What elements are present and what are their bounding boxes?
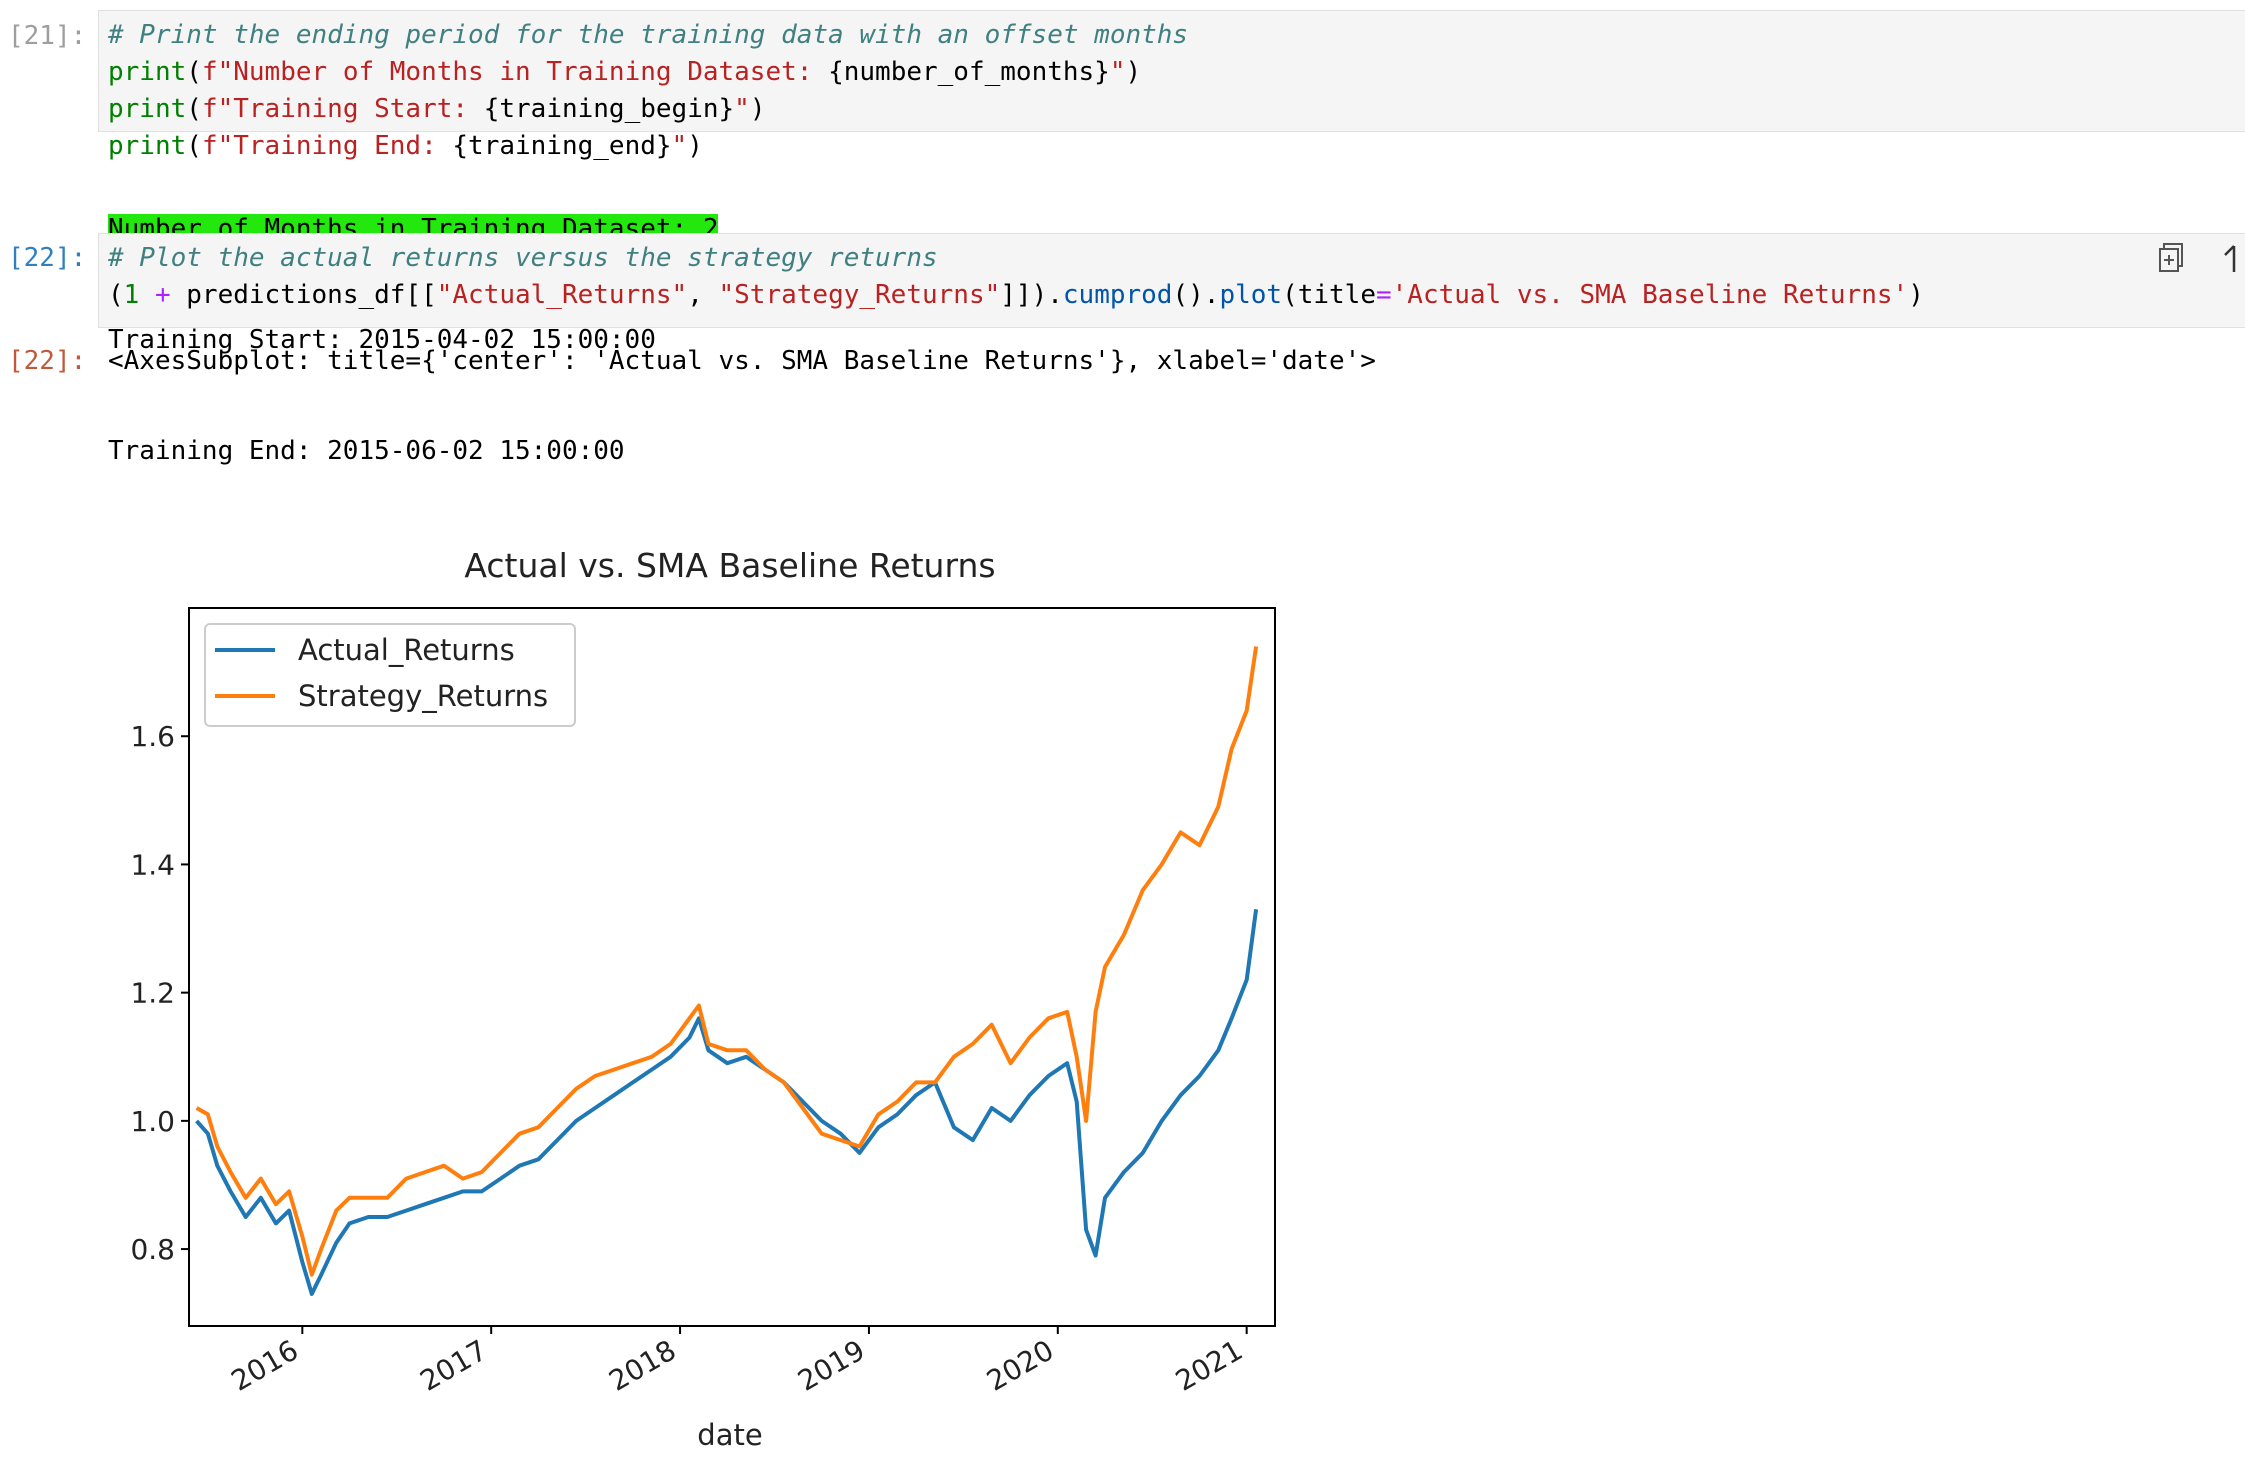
x-tick-label: 2019 <box>792 1333 870 1397</box>
code-token: " <box>1109 57 1126 87</box>
code-token: "Actual_Returns" <box>436 280 688 310</box>
series-line-strategy-returns <box>195 646 1259 1277</box>
y-tick-label: 0.8 <box>130 1233 175 1266</box>
cell-21-code: # Print the ending period for the traini… <box>108 17 1188 165</box>
x-axis-label: date <box>697 1418 762 1452</box>
cell-21-input-prompt: [21]: <box>8 21 87 51</box>
x-tick-label: 2017 <box>414 1333 492 1397</box>
chart-title: Actual vs. SMA Baseline Returns <box>464 546 995 585</box>
code-token: f"Number of Months in Training Dataset: <box>201 57 829 87</box>
code-line: print(f"Training End: {training_end}") <box>108 128 1188 165</box>
code-token: " <box>671 131 688 161</box>
code-token: # Plot the actual returns versus the str… <box>108 243 938 273</box>
x-tick-label: 2018 <box>603 1333 681 1397</box>
legend-box <box>204 623 576 727</box>
code-token: {training_begin} <box>483 94 735 124</box>
code-token: predictions_df[[ <box>186 280 437 310</box>
code-token: ( <box>186 94 202 124</box>
cell-22-code: # Plot the actual returns versus the str… <box>108 240 1924 314</box>
x-tick-label: 2016 <box>226 1333 304 1397</box>
code-token: f"Training Start: <box>201 94 484 124</box>
output-line-start: Training Start: 2015-04-02 15:00:00 <box>108 325 656 355</box>
y-tick-label: 1.0 <box>130 1105 175 1138</box>
code-line: # Print the ending period for the traini… <box>108 17 1188 54</box>
code-token: print <box>108 57 187 87</box>
y-tick-label: 1.2 <box>130 977 175 1010</box>
y-tick-label: 1.6 <box>130 720 175 753</box>
code-line: (1 + predictions_df[["Actual_Returns", "… <box>108 277 1924 314</box>
code-token: ( <box>108 280 124 310</box>
code-token: 'Actual vs. SMA Baseline Returns' <box>1391 280 1909 310</box>
code-token: ) <box>1125 57 1142 87</box>
code-token: ) <box>749 94 766 124</box>
code-token: print <box>108 131 187 161</box>
code-token: " <box>734 94 750 124</box>
code-line: print(f"Training Start: {training_begin}… <box>108 91 1188 128</box>
code-token: f"Training End: <box>201 131 453 161</box>
cell-22-input-prompt: [22]: <box>8 243 87 273</box>
cell-21-code-area[interactable] <box>98 10 2245 132</box>
code-token: ) <box>687 131 703 161</box>
x-tick-label: 2021 <box>1170 1333 1248 1397</box>
cell-22-output-prompt: [22]: <box>8 346 87 376</box>
legend-label: Actual_Returns <box>298 633 515 667</box>
code-token: ]]). <box>1000 280 1063 310</box>
code-token: + <box>139 280 187 310</box>
code-token: print <box>108 94 187 124</box>
y-tick-label: 1.4 <box>130 848 175 881</box>
plot-frame <box>188 607 1276 1327</box>
cell-22-code-area[interactable] <box>98 233 2245 328</box>
code-token: , <box>687 280 719 310</box>
chart-legend: Actual_Returns Strategy_Returns <box>204 623 576 727</box>
code-token: ) <box>1908 280 1924 310</box>
move-up-icon[interactable] <box>2222 242 2245 274</box>
duplicate-cell-icon[interactable] <box>2158 242 2186 274</box>
code-token: (). <box>1172 280 1220 310</box>
x-tick-label: 2020 <box>981 1333 1059 1397</box>
code-token: (title <box>1282 280 1376 310</box>
cell-22-output-repr: <AxesSubplot: title={'center': 'Actual v… <box>108 346 1376 376</box>
code-token: ( <box>186 131 202 161</box>
code-token: cumprod <box>1062 280 1173 310</box>
code-token: ( <box>186 57 202 87</box>
code-token: plot <box>1219 280 1283 310</box>
code-line: # Plot the actual returns versus the str… <box>108 240 1924 277</box>
code-line: print(f"Number of Months in Training Dat… <box>108 54 1188 91</box>
code-token: 1 <box>123 280 140 310</box>
code-token: "Strategy_Returns" <box>718 280 1001 310</box>
code-token: {training_end} <box>452 131 672 161</box>
code-token: # Print the ending period for the traini… <box>108 20 1189 50</box>
output-line-end: Training End: 2015-06-02 15:00:00 <box>108 436 625 466</box>
legend-label: Strategy_Returns <box>298 679 548 713</box>
series-line-actual-returns <box>195 909 1259 1296</box>
returns-chart: Actual vs. SMA Baseline Returns 0.8 1.0 1.… <box>130 546 1276 1452</box>
code-token: = <box>1375 280 1392 310</box>
code-token: {number_of_months} <box>828 57 1110 87</box>
